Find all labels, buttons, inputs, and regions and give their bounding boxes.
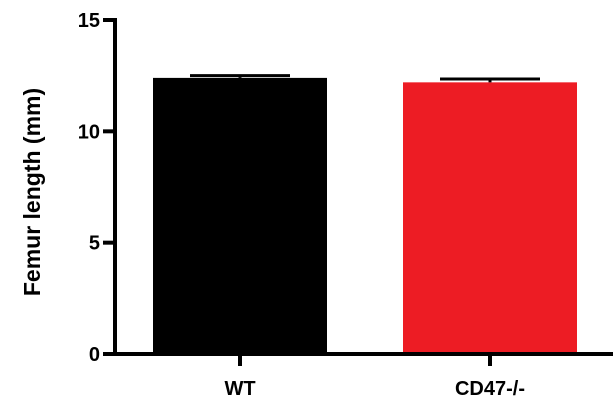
y-tick-label: 0 (89, 344, 100, 366)
y-tick-label: 15 (78, 10, 100, 32)
y-axis-title: Femur length (mm) (19, 88, 45, 296)
plot-area (153, 74, 577, 354)
axes: 0 5 10 15 WT CD47-/- (78, 10, 613, 400)
x-tick-label: WT (224, 378, 255, 400)
y-tick-label: 10 (78, 121, 100, 143)
x-tick-label: CD47-/- (455, 378, 525, 400)
bar-wt (153, 77, 327, 354)
bar-cd47 (403, 82, 577, 354)
y-tick-label: 5 (89, 233, 100, 255)
